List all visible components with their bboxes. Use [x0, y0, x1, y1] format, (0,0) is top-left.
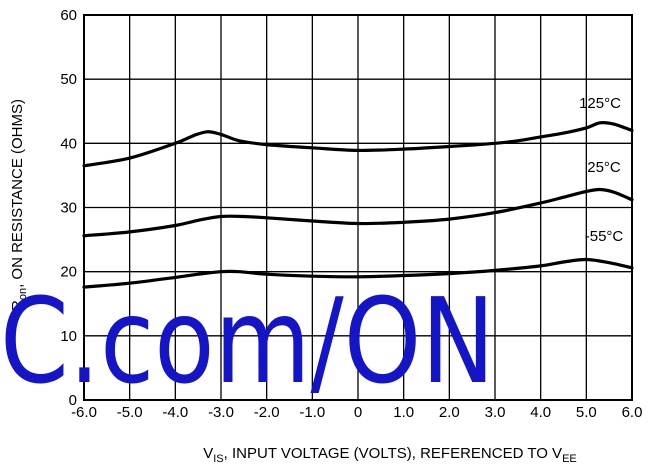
x-axis-label-rest: , INPUT VOLTAGE (VOLTS), REFERENCED TO V — [224, 445, 562, 462]
y-tick-label: 10 — [60, 328, 77, 345]
x-tick-label: -5.0 — [117, 404, 143, 421]
x-tick-label: 0 — [354, 404, 362, 421]
series-label: 25°C — [587, 159, 621, 176]
series-line — [82, 120, 634, 168]
y-axis-label-sub: on — [17, 288, 29, 300]
x-tick-label: 1.0 — [393, 404, 414, 421]
plot-frame — [83, 14, 633, 401]
x-axis-label-sub2: EE — [562, 453, 577, 465]
x-tick-label: 6.0 — [622, 404, 643, 421]
y-axis-label: Ron, ON RESISTANCE (OHMS) — [9, 99, 29, 311]
x-axis-label-sub: IS — [213, 453, 223, 465]
series-lines — [82, 120, 634, 289]
x-tick-label: -3.0 — [208, 404, 234, 421]
y-tick-label: 40 — [60, 135, 77, 152]
y-tick-label: 0 — [69, 392, 77, 409]
x-axis-label-main: V — [203, 445, 213, 462]
series-label: 125°C — [579, 95, 621, 112]
y-tick-labels: 0 10 20 30 40 50 60 — [60, 7, 77, 409]
y-tick-label: 50 — [60, 71, 77, 88]
watermark-text: C.com/ON — [0, 272, 495, 410]
series-label: -55°C — [585, 228, 624, 245]
x-tick-label: 4.0 — [530, 404, 551, 421]
y-tick-label: 60 — [60, 7, 77, 24]
x-tick-label: 2.0 — [439, 404, 460, 421]
x-tick-label: 3.0 — [485, 404, 506, 421]
x-tick-label: -2.0 — [254, 404, 280, 421]
x-tick-label: -1.0 — [299, 404, 325, 421]
x-tick-label: -6.0 — [71, 404, 97, 421]
x-tick-labels: -6.0 -5.0 -4.0 -3.0 -2.0 -1.0 0 1.0 2.0 3.0 4.0 5.0… — [71, 404, 642, 421]
series-line — [82, 257, 634, 289]
series-labels: 125°C 25°C -55°C — [579, 95, 623, 245]
x-axis-label: VIS, INPUT VOLTAGE (VOLTS), REFERENCED T… — [203, 445, 577, 465]
grid — [83, 14, 633, 401]
y-tick-label: 20 — [60, 264, 77, 281]
y-axis-label-rest: , ON RESISTANCE (OHMS) — [9, 99, 26, 288]
series-line — [82, 187, 634, 238]
x-tick-label: -4.0 — [162, 404, 188, 421]
y-tick-label: 30 — [60, 200, 77, 217]
y-axis-label-main: R — [9, 300, 26, 311]
x-tick-label: 5.0 — [576, 404, 597, 421]
